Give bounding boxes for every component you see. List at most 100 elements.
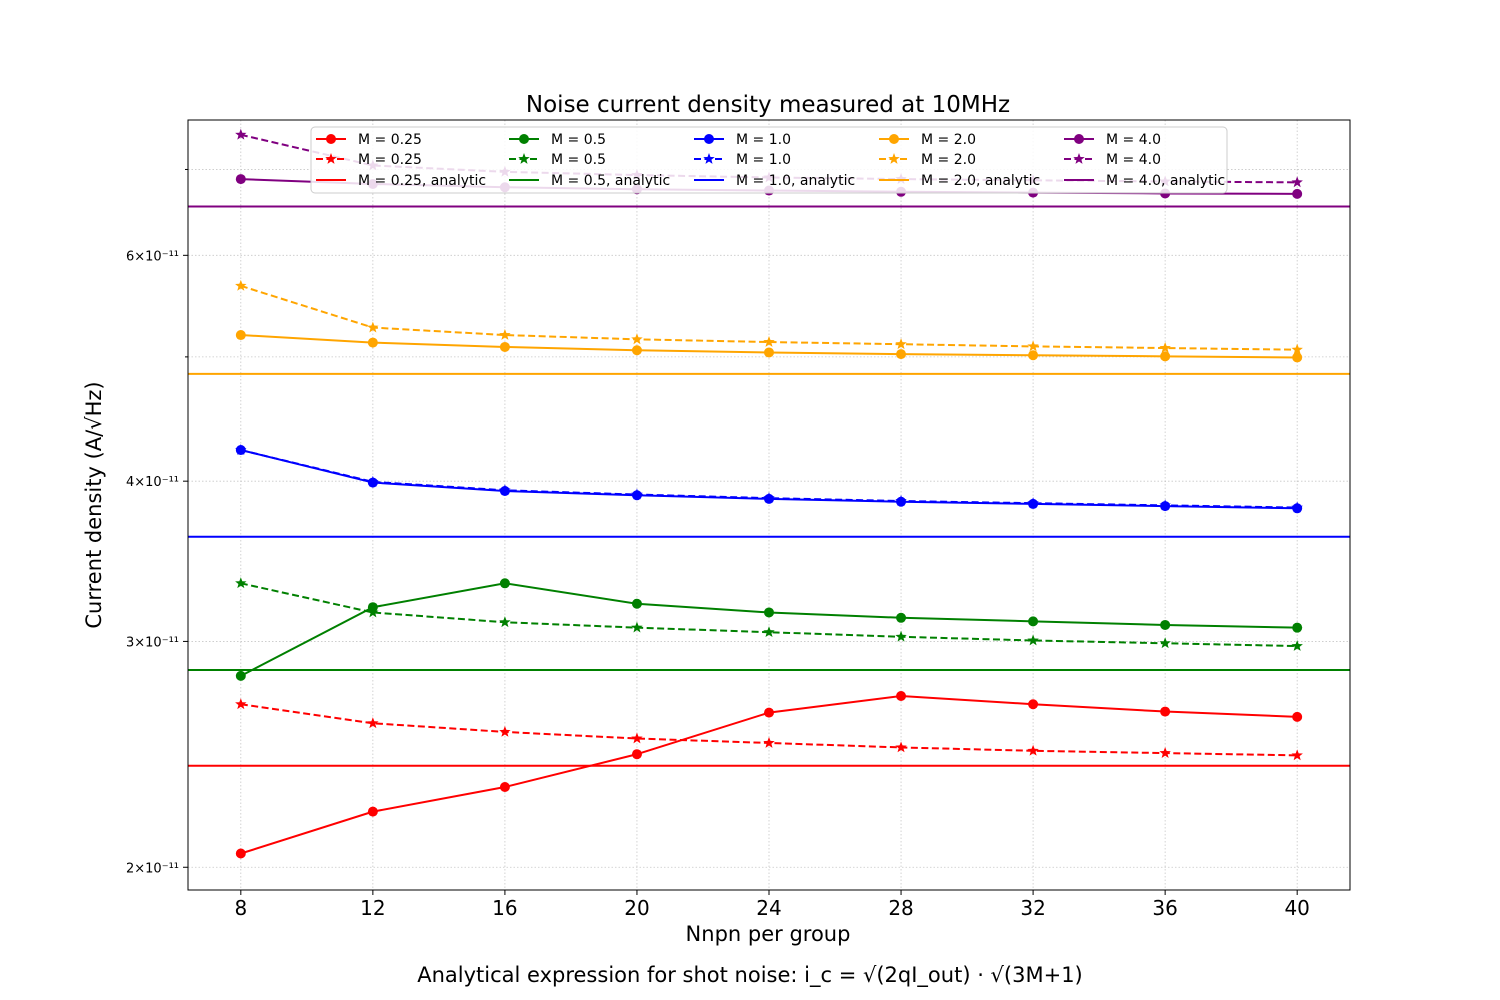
data-point bbox=[631, 732, 643, 744]
data-point bbox=[367, 475, 379, 487]
legend-marker bbox=[326, 134, 336, 144]
x-tick-label: 16 bbox=[492, 896, 517, 920]
data-point bbox=[1159, 637, 1171, 649]
data-point bbox=[235, 698, 247, 710]
data-point bbox=[1291, 501, 1303, 513]
y-tick-label: 2×10⁻¹¹ bbox=[126, 861, 179, 876]
data-point bbox=[367, 337, 378, 348]
data-point bbox=[1292, 622, 1303, 633]
series-line bbox=[240, 449, 1298, 509]
data-point bbox=[631, 333, 643, 345]
legend: M = 0.25 M = 0.25 M = 0.25, analytic M = 0.… bbox=[310, 126, 1228, 194]
data-point bbox=[1291, 176, 1303, 188]
data-point bbox=[896, 612, 907, 623]
data-point bbox=[235, 330, 246, 341]
legend-marker bbox=[325, 153, 337, 164]
legend-label: M = 1.0 bbox=[736, 132, 791, 148]
data-point bbox=[895, 741, 907, 753]
legend-label: M = 0.5 bbox=[551, 152, 606, 168]
data-point bbox=[1160, 351, 1171, 362]
data-point bbox=[764, 347, 774, 358]
data-point bbox=[764, 707, 774, 718]
data-point bbox=[895, 630, 907, 642]
data-point bbox=[1028, 350, 1039, 361]
legend-label: M = 2.0 bbox=[921, 132, 976, 148]
data-point bbox=[235, 670, 246, 681]
legend-label: M = 1.0, analytic bbox=[736, 173, 855, 189]
legend-label: M = 0.5 bbox=[551, 132, 606, 148]
x-axis-ticks: 8 12 16 20 24 28 32 36 40 bbox=[234, 890, 1310, 920]
x-tick-label: 28 bbox=[888, 896, 913, 920]
legend-label: M = 0.25, analytic bbox=[358, 173, 486, 189]
legend-label: M = 0.5, analytic bbox=[551, 173, 670, 189]
data-point bbox=[896, 690, 907, 701]
x-tick-label: 12 bbox=[360, 896, 385, 920]
x-tick-label: 8 bbox=[234, 896, 247, 920]
legend-label: M = 0.25 bbox=[358, 152, 422, 168]
data-point bbox=[631, 598, 642, 609]
data-point bbox=[235, 128, 247, 140]
legend-label: M = 4.0 bbox=[1106, 152, 1161, 168]
x-tick-label: 36 bbox=[1152, 896, 1177, 920]
data-point bbox=[499, 781, 510, 792]
legend-marker bbox=[888, 153, 900, 164]
data-point bbox=[631, 749, 642, 760]
data-point bbox=[499, 616, 511, 628]
data-point bbox=[1292, 711, 1303, 722]
y-axis-label: Current density (A/√Hz) bbox=[82, 381, 106, 628]
data-point bbox=[1291, 749, 1303, 761]
data-point bbox=[1292, 352, 1303, 363]
data-point bbox=[1159, 499, 1171, 511]
data-point bbox=[896, 349, 907, 360]
series-layer bbox=[235, 128, 1303, 859]
data-point bbox=[631, 488, 643, 500]
data-point bbox=[1027, 634, 1039, 646]
legend-label: M = 0.25 bbox=[358, 132, 422, 148]
data-point bbox=[367, 806, 378, 817]
caption: Analytical expression for shot noise: i_… bbox=[417, 963, 1083, 988]
data-point bbox=[235, 577, 247, 589]
legend-label: M = 1.0 bbox=[736, 152, 791, 168]
data-point bbox=[763, 492, 775, 503]
data-point bbox=[1292, 188, 1303, 199]
y-tick-label: 3×10⁻¹¹ bbox=[126, 635, 179, 650]
y-tick-label: 6×10⁻¹¹ bbox=[126, 249, 179, 264]
data-point bbox=[499, 341, 510, 352]
data-point bbox=[1159, 747, 1171, 758]
y-axis-ticks: 2×10⁻¹¹ 3×10⁻¹¹ 4×10⁻¹¹ 6×10⁻¹¹ bbox=[126, 168, 188, 876]
legend-marker bbox=[519, 134, 529, 144]
series-line bbox=[240, 284, 1298, 351]
data-point bbox=[367, 606, 379, 618]
x-axis-label: Nnpn per group bbox=[686, 922, 851, 946]
legend-marker bbox=[1073, 153, 1085, 164]
legend-marker bbox=[518, 153, 530, 164]
data-point bbox=[1160, 619, 1171, 630]
data-point bbox=[367, 321, 379, 333]
data-point bbox=[499, 725, 511, 737]
data-point bbox=[235, 174, 246, 185]
x-tick-label: 40 bbox=[1284, 896, 1309, 920]
legend-marker bbox=[889, 134, 899, 144]
legend-marker bbox=[1074, 134, 1084, 144]
data-point bbox=[764, 607, 774, 618]
data-point bbox=[499, 329, 511, 340]
legend-label: M = 4.0, analytic bbox=[1106, 173, 1225, 189]
legend-marker bbox=[704, 134, 714, 144]
data-point bbox=[895, 495, 907, 506]
data-point bbox=[1027, 744, 1039, 756]
data-point bbox=[367, 717, 379, 729]
data-point bbox=[1159, 342, 1171, 353]
data-point bbox=[631, 621, 643, 633]
x-tick-label: 24 bbox=[756, 896, 781, 920]
data-point bbox=[1291, 343, 1303, 355]
data-point bbox=[235, 444, 247, 455]
x-tick-label: 32 bbox=[1020, 896, 1045, 920]
data-point bbox=[631, 345, 642, 356]
legend-label: M = 2.0 bbox=[921, 152, 976, 168]
data-point bbox=[763, 736, 775, 748]
data-point bbox=[499, 578, 510, 589]
legend-label: M = 2.0, analytic bbox=[921, 173, 1040, 189]
data-point bbox=[1160, 706, 1171, 717]
legend-box bbox=[310, 126, 1228, 194]
